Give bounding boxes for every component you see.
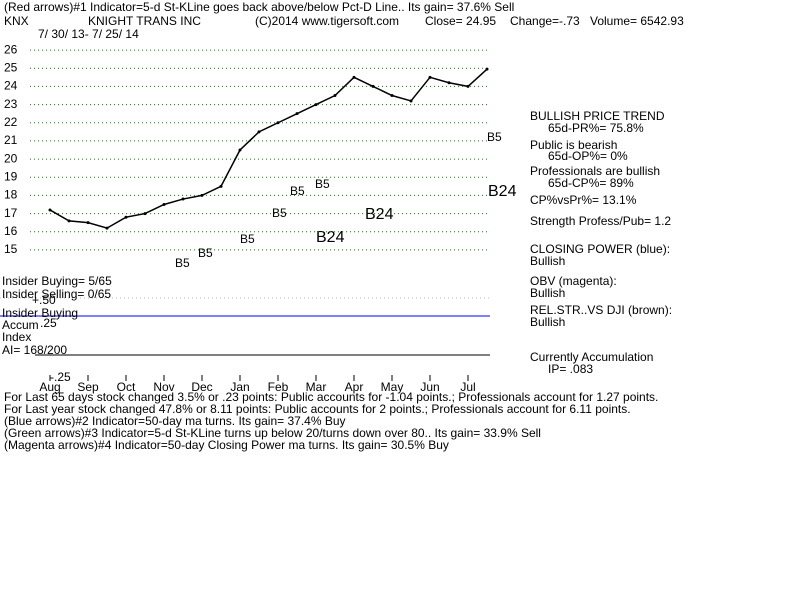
price-point — [447, 81, 451, 85]
panel-label: AI= 168/200 — [2, 343, 67, 357]
price-point — [333, 94, 337, 97]
annotation: B5 — [315, 177, 330, 191]
indicator: CLOSING POWER (blue): — [530, 242, 670, 256]
x-tick-label: Jul — [460, 380, 475, 394]
annotation: B5 — [290, 184, 305, 198]
indicator: OBV (magenta): — [530, 274, 617, 288]
footer-line: For Last 65 days stock changed 3.5% or .… — [4, 390, 658, 404]
price-point — [48, 208, 52, 212]
header-line: (Red arrows)#1 Indicator=5-d St-KLine go… — [4, 0, 514, 14]
indicator: IP= .083 — [548, 362, 593, 376]
price-point — [428, 75, 432, 79]
price-point — [295, 112, 299, 116]
panel-label: Insider Buying — [2, 306, 78, 320]
footer-line: (Green arrows)#3 Indicator=5-d St-KLine … — [4, 426, 541, 440]
footer-line: (Blue arrows)#2 Indicator=50-day ma turn… — [4, 414, 346, 428]
price-point — [276, 121, 280, 125]
volume: Volume= 6542.93 — [590, 14, 684, 28]
y-tick-label: 24 — [4, 79, 18, 93]
panel-label: -.25 — [50, 370, 71, 384]
indicator: BULLISH PRICE TREND — [530, 109, 665, 123]
annotation: B24 — [316, 229, 345, 246]
price-point — [485, 67, 489, 71]
y-tick-label: 23 — [4, 97, 18, 111]
price-point — [409, 99, 413, 103]
symbol: KNX — [4, 14, 29, 28]
price-point — [124, 215, 128, 219]
company: KNIGHT TRANS INC — [88, 14, 201, 28]
y-tick-label: 25 — [4, 60, 18, 74]
footer-line: For Last year stock changed 47.8% or 8.1… — [4, 402, 631, 416]
panel-label: Index — [2, 330, 31, 344]
indicator: Currently Accumulation — [530, 350, 653, 364]
price-point — [390, 94, 394, 97]
price-point — [314, 103, 318, 107]
price-point — [143, 212, 147, 216]
annotation: B5 — [198, 246, 213, 260]
annotation: B5 — [487, 130, 502, 144]
indicator: CP%vsPr%= 13.1% — [530, 193, 637, 207]
y-tick-label: 18 — [4, 188, 18, 202]
panel-label: Insider Selling= 0/65 — [2, 287, 111, 301]
indicator: REL.STR..VS DJI (brown): — [530, 303, 672, 317]
indicator: 65d-CP%= 89% — [548, 176, 634, 190]
x-tick-label: Dec — [191, 380, 212, 394]
price-point — [219, 184, 223, 188]
annotation: B5 — [272, 206, 287, 220]
x-tick-label: Apr — [345, 380, 364, 394]
price-point — [181, 197, 185, 201]
indicator: Public is bearish — [530, 138, 617, 152]
x-tick-label: Sep — [77, 380, 99, 394]
x-tick-label: Oct — [117, 380, 136, 394]
copyright: (C)2014 www.tigersoft.com — [255, 14, 399, 28]
price-point — [200, 193, 204, 197]
close: Close= 24.95 — [425, 14, 496, 28]
x-tick-label: May — [381, 380, 404, 394]
price-point — [371, 84, 375, 88]
y-tick-label: 17 — [4, 206, 18, 220]
panel-label: Insider Buying= 5/65 — [2, 274, 112, 288]
price-line — [49, 68, 488, 229]
annotation: B5 — [175, 256, 190, 270]
indicator: 65d-PR%= 75.8% — [548, 121, 644, 135]
price-point — [67, 219, 71, 223]
annotation: B24 — [365, 206, 394, 223]
y-tick-label: 26 — [4, 42, 18, 56]
price-point — [257, 130, 261, 134]
indicator: 65d-OP%= 0% — [548, 149, 628, 163]
y-tick-label: 20 — [4, 151, 18, 165]
indicator: Strength Profess/Pub= 1.2 — [530, 214, 671, 228]
price-point — [238, 148, 242, 152]
panel-label: .25 — [40, 316, 57, 330]
y-tick-label: 21 — [4, 133, 18, 147]
x-tick-label: Feb — [268, 380, 289, 394]
y-tick-label: 22 — [4, 115, 18, 129]
x-tick-label: Nov — [153, 380, 174, 394]
price-point — [466, 84, 470, 88]
indicator: Professionals are bullish — [530, 164, 660, 178]
indicator: Bullish — [530, 315, 565, 329]
price-point — [105, 226, 109, 230]
footer-line: (Magenta arrows)#4 Indicator=50-day Clos… — [4, 438, 449, 452]
price-point — [352, 75, 356, 79]
panel-label: Accum — [2, 318, 39, 332]
price-point — [86, 221, 90, 225]
annotation: B5 — [240, 232, 255, 246]
x-tick-label: Aug — [39, 380, 60, 394]
x-tick-label: Jan — [230, 380, 249, 394]
y-tick-label: 15 — [4, 242, 18, 256]
indicator: Bullish — [530, 254, 565, 268]
price-point — [162, 203, 166, 206]
y-tick-label: 16 — [4, 224, 18, 238]
x-tick-label: Jun — [420, 380, 439, 394]
dates: 7/ 30/ 13- 7/ 25/ 14 — [38, 27, 139, 41]
annotation: B24 — [488, 183, 517, 200]
panel-label: +.50 — [32, 293, 56, 307]
change: Change=-.73 — [510, 14, 580, 28]
y-tick-label: 19 — [4, 169, 18, 183]
x-tick-label: Mar — [306, 380, 327, 394]
indicator: Bullish — [530, 286, 565, 300]
